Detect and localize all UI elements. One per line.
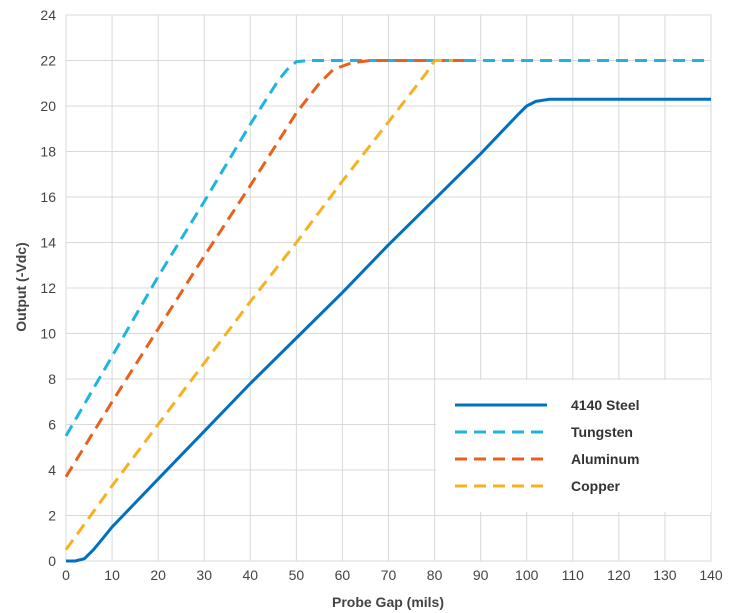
x-tick-label: 110 xyxy=(562,567,585,583)
x-tick-label: 50 xyxy=(289,567,305,583)
legend-label: Aluminum xyxy=(571,451,639,467)
x-tick-label: 0 xyxy=(62,567,70,583)
x-tick-label: 80 xyxy=(427,567,443,583)
series-line-4140-steel xyxy=(66,97,711,563)
y-tick-label: 14 xyxy=(40,235,56,251)
y-tick-label: 18 xyxy=(40,144,56,160)
legend: 4140 Steel Tungsten Aluminum Copper xyxy=(436,380,711,512)
x-axis-ticks: 0 10 20 30 40 50 60 70 80 90 100 110 120 130 140 xyxy=(62,567,723,583)
y-tick-label: 24 xyxy=(40,7,56,23)
series-line-aluminum xyxy=(64,59,472,478)
legend-label: Tungsten xyxy=(571,424,633,440)
y-tick-label: 2 xyxy=(48,508,56,524)
y-tick-label: 16 xyxy=(40,189,56,205)
x-tick-label: 10 xyxy=(104,567,120,583)
y-tick-label: 10 xyxy=(40,326,56,342)
x-tick-label: 40 xyxy=(242,567,258,583)
y-tick-label: 0 xyxy=(48,553,56,569)
y-tick-label: 4 xyxy=(48,462,56,478)
x-axis-title: Probe Gap (mils) xyxy=(332,594,444,610)
x-tick-label: 30 xyxy=(196,567,212,583)
y-tick-label: 6 xyxy=(48,417,56,433)
series-line-copper xyxy=(64,59,453,551)
y-tick-label: 20 xyxy=(40,98,56,114)
legend-label: Copper xyxy=(571,478,621,494)
x-tick-label: 90 xyxy=(473,567,489,583)
series-layer xyxy=(64,59,711,563)
y-tick-label: 12 xyxy=(40,280,56,296)
x-tick-label: 60 xyxy=(335,567,351,583)
legend-box xyxy=(436,380,711,512)
legend-label: 4140 Steel xyxy=(571,397,640,413)
y-axis-title: Output (-Vdc) xyxy=(13,242,29,331)
x-tick-label: 100 xyxy=(515,567,539,583)
series-line-tungsten xyxy=(64,59,711,437)
y-tick-label: 8 xyxy=(48,371,56,387)
x-tick-label: 130 xyxy=(653,567,677,583)
y-tick-label: 22 xyxy=(40,53,56,69)
x-tick-label: 140 xyxy=(699,567,723,583)
x-tick-label: 20 xyxy=(150,567,166,583)
x-tick-label: 70 xyxy=(381,567,397,583)
x-tick-label: 120 xyxy=(607,567,631,583)
